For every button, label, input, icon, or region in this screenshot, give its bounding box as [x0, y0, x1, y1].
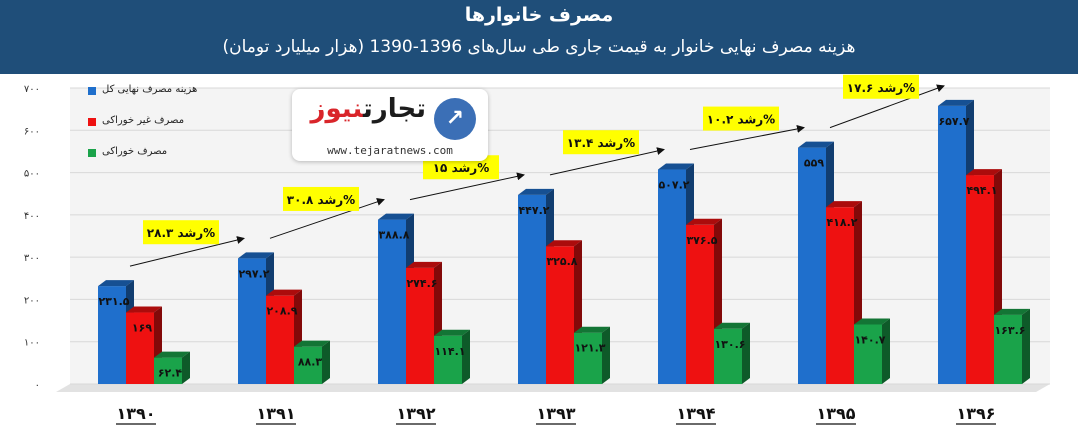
- growth-box: [283, 186, 359, 211]
- legend-swatch-food: [88, 149, 96, 157]
- data-label: ۴۹۴.۱: [966, 184, 997, 197]
- data-label: ۴۱۸.۲: [826, 216, 857, 229]
- growth-box: [703, 106, 779, 131]
- bar-2-2: [434, 329, 470, 384]
- growth-arrow: [269, 198, 385, 239]
- tejaratnews-logo: ↗ تجارتنیوز www.tejaratnews.com: [292, 89, 488, 161]
- growth-arrow: [549, 147, 665, 176]
- legend-swatch-nonfood: [88, 118, 96, 126]
- y-tick-label: ۱۰۰: [24, 338, 40, 349]
- x-tick-label: ۱۳۹۵: [816, 404, 855, 423]
- growth-label: رشد ۱۳.۴%: [567, 136, 635, 150]
- y-tick-label: ۵۰۰: [24, 169, 40, 180]
- growth-label: رشد ۳۰.۸%: [287, 193, 355, 207]
- x-tick-label: ۱۳۹۰: [116, 404, 155, 423]
- y-tick-label: ۴۰۰: [24, 211, 40, 222]
- y-tick-label: ۷۰۰: [24, 84, 40, 95]
- data-label: ۴۴۷.۲: [518, 204, 549, 217]
- growth-arrow: [129, 236, 245, 267]
- bar-2-0: [154, 351, 190, 384]
- chart-header: مصرف خانوارها هزینه مصرف نهایی خانوار به…: [0, 0, 1078, 74]
- x-tick-label: ۱۳۹۱: [256, 404, 295, 423]
- x-tick-label: ۱۳۹۴: [676, 404, 715, 423]
- data-label: ۱۶۹: [132, 322, 152, 335]
- data-label: ۱۶۳.۶: [994, 324, 1025, 337]
- growth-annotations: رشد ۲۸.۳% رشد ۳۰.۸% رشد ۱۵% رشد ۱۳.۴% رشد ۱۰…: [129, 74, 945, 267]
- growth-label: رشد ۱۷.۶%: [847, 81, 915, 95]
- data-label: ۲۷۴.۶: [406, 277, 437, 290]
- data-label: ۳۲۵.۸: [546, 255, 577, 268]
- data-label: ۵۰۷.۲: [658, 179, 689, 192]
- data-label: ۲۰۸.۹: [266, 305, 297, 318]
- data-label: ۱۳۰.۶: [714, 338, 745, 351]
- data-label: ۳۷۶.۵: [686, 234, 717, 247]
- legend-label-total: هزینه مصرف نهایی کل: [102, 84, 198, 95]
- growth-box: [563, 130, 639, 155]
- data-label: ۱۴۰.۷: [854, 334, 885, 347]
- bar-1-0: [126, 306, 162, 384]
- legend-swatch-total: [88, 87, 96, 95]
- y-tick-label: ۰: [35, 380, 40, 391]
- bar-chart: ۰ ۱۰۰ ۲۰۰ ۳۰۰ ۴۰۰ ۵۰۰ ۶۰۰ ۷۰۰ ۲۳۱.۵ ۱۶۹ ۶۲.۴ ۲۹۷.۲…: [24, 74, 1050, 425]
- y-tick-label: ۲۰۰: [24, 295, 40, 306]
- x-tick-label: ۱۳۹۳: [536, 404, 575, 423]
- x-axis: ۱۳۹۰ ۱۳۹۱ ۱۳۹۲ ۱۳۹۳ ۱۳۹۴ ۱۳۹۵ ۱۳۹۶: [116, 404, 996, 425]
- plot-floor: [56, 384, 1050, 392]
- growth-arrow: [829, 84, 945, 129]
- logo-word-1: تجارت: [363, 94, 426, 124]
- growth-label: رشد ۱۵%: [433, 161, 490, 175]
- legend-label-food: مصرف خوراکی: [102, 146, 168, 157]
- x-tick-label: ۱۳۹۲: [396, 404, 435, 423]
- data-label: ۶۲.۴: [158, 367, 183, 380]
- data-label: ۶۵۷.۷: [938, 115, 969, 128]
- data-label: ۱۲۱.۳: [574, 342, 605, 355]
- logo-url: www.tejaratnews.com: [327, 144, 453, 157]
- data-label: ۸۸.۳: [298, 356, 323, 369]
- y-tick-label: ۶۰۰: [24, 126, 40, 137]
- chart-title: مصرف خانوارها: [464, 4, 614, 26]
- growth-arrow: [409, 172, 525, 201]
- chart-subtitle: هزینه مصرف نهایی خانوار به قیمت جاری طی …: [222, 37, 856, 57]
- bar-2-3: [574, 326, 610, 384]
- growth-box: [143, 220, 219, 245]
- y-tick-label: ۳۰۰: [24, 253, 40, 264]
- growth-label: رشد ۱۰.۲%: [707, 113, 775, 127]
- logo-wordmark: تجارتنیوز: [311, 94, 427, 124]
- data-label: ۲۹۷.۲: [238, 267, 269, 280]
- x-tick-label: ۱۳۹۶: [956, 404, 995, 423]
- bar-2-6: [994, 308, 1030, 384]
- legend-label-nonfood: مصرف غیر خوراکی: [102, 115, 185, 126]
- bar-2-1: [294, 340, 330, 384]
- growth-label: رشد ۲۸.۳%: [147, 226, 215, 240]
- logo-word-2: نیوز: [310, 94, 364, 124]
- growth-arrow: [689, 125, 805, 151]
- bar-2-5: [854, 318, 890, 384]
- y-axis: ۰ ۱۰۰ ۲۰۰ ۳۰۰ ۴۰۰ ۵۰۰ ۶۰۰ ۷۰۰: [24, 84, 40, 391]
- logo-arrow-icon: ↗: [434, 98, 476, 140]
- data-label: ۳۸۸.۸: [378, 229, 409, 242]
- data-label: ۱۱۴.۱: [434, 345, 465, 358]
- data-label: ۲۳۱.۵: [98, 295, 129, 308]
- growth-box: [843, 74, 919, 99]
- data-label: ۵۵۹: [804, 157, 824, 170]
- bars: ۲۳۱.۵ ۱۶۹ ۶۲.۴ ۲۹۷.۲ ۲۰۸.۹ ۸۸.۳ ۳۸۸.۸ ۲۷۴.۶ ۱۱۴.…: [98, 99, 1030, 385]
- bar-2-4: [714, 322, 750, 384]
